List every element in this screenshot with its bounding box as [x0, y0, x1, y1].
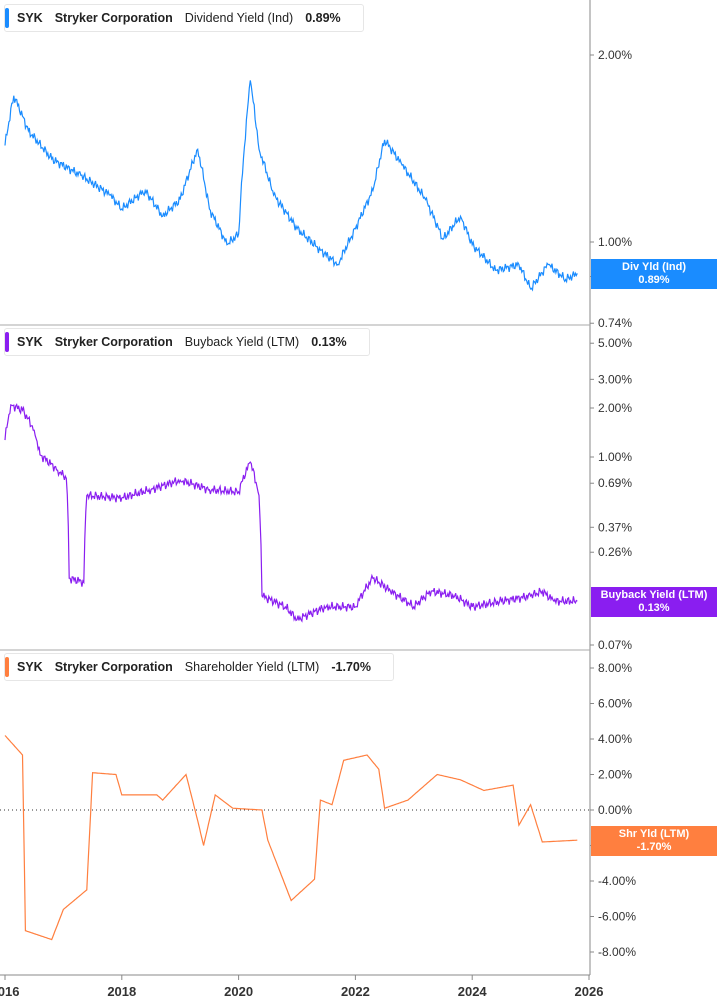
y-tick-label: 2.00% [598, 768, 632, 782]
legend-ticker: SYK [17, 335, 43, 349]
legend-value: -1.70% [331, 660, 371, 674]
value-tag-dividend: Div Yld (Ind) 0.89% [591, 259, 717, 289]
tag-value: 0.13% [638, 602, 670, 614]
x-tick-label: 2016 [0, 984, 19, 999]
y-tick-label: 2.00% [598, 48, 632, 62]
y-tick-label: 8.00% [598, 661, 632, 675]
y-tick-label: 1.00% [598, 235, 632, 249]
legend-value: 0.89% [305, 11, 341, 25]
y-tick-label: 0.69% [598, 476, 632, 490]
y-tick-label: -4.00% [598, 874, 636, 888]
legend-metric: Dividend Yield (Ind) [184, 11, 294, 25]
tag-value: 0.89% [638, 274, 670, 286]
legend-metric: Buyback Yield (LTM) [184, 335, 300, 349]
legend-company: Stryker Corporation [54, 660, 173, 674]
legend-swatch [5, 332, 9, 352]
series-line-dividend [4, 80, 578, 292]
tag-label: Div Yld (Ind) [622, 261, 686, 273]
y-tick-label: 0.26% [598, 545, 632, 559]
value-tag-buyback: Buyback Yield (LTM) 0.13% [591, 587, 717, 617]
series-line-buyback [4, 403, 578, 623]
x-tick-label: 2024 [458, 984, 488, 999]
value-tag-shareholder: Shr Yld (LTM) -1.70% [591, 826, 717, 856]
legend-dividend: SYK Stryker Corporation Dividend Yield (… [4, 4, 364, 32]
legend-value: 0.13% [311, 335, 347, 349]
series-line-shareholder [4, 735, 578, 941]
y-tick-label: -6.00% [598, 910, 636, 924]
legend-company: Stryker Corporation [54, 335, 173, 349]
y-tick-label: 0.07% [598, 638, 632, 652]
legend-metric: Shareholder Yield (LTM) [184, 660, 320, 674]
x-tick-label: 2018 [107, 984, 136, 999]
legend-buyback: SYK Stryker Corporation Buyback Yield (L… [4, 328, 370, 356]
x-tick-label: 2026 [575, 984, 604, 999]
y-tick-label: 0.00% [598, 803, 632, 817]
legend-company: Stryker Corporation [54, 11, 173, 25]
legend-ticker: SYK [17, 11, 43, 25]
tag-value: -1.70% [636, 841, 672, 853]
legend-swatch [5, 657, 9, 677]
legend-shareholder: SYK Stryker Corporation Shareholder Yiel… [4, 653, 394, 681]
legend-swatch [5, 8, 9, 28]
y-tick-label: 0.37% [598, 520, 632, 534]
y-tick-label: 0.74% [598, 316, 632, 330]
tag-label: Shr Yld (LTM) [618, 828, 690, 840]
y-tick-label: 3.00% [598, 372, 632, 386]
y-tick-label: 2.00% [598, 401, 632, 415]
y-tick-label: 1.00% [598, 450, 632, 464]
y-tick-label: 5.00% [598, 336, 632, 350]
legend-ticker: SYK [17, 660, 43, 674]
y-tick-label: 4.00% [598, 732, 632, 746]
y-tick-label: -8.00% [598, 945, 636, 959]
x-tick-label: 2022 [341, 984, 370, 999]
x-tick-label: 2020 [224, 984, 253, 999]
tag-label: Buyback Yield (LTM) [600, 589, 708, 601]
y-tick-label: 6.00% [598, 697, 632, 711]
